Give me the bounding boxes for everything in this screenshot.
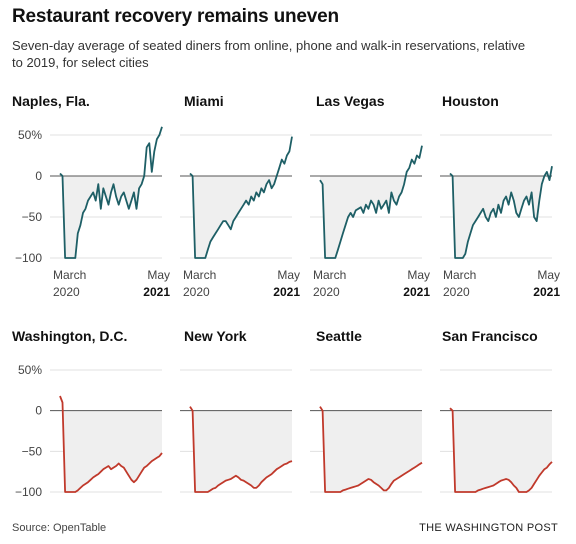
deficit-area xyxy=(320,176,422,258)
y-tick-label: −100 xyxy=(15,485,42,499)
panel-title: Washington, D.C. xyxy=(12,328,127,344)
panel-title: Houston xyxy=(442,93,499,109)
series-line xyxy=(189,406,293,493)
source-note: Source: OpenTable xyxy=(12,522,107,534)
chart-title: Restaurant recovery remains uneven xyxy=(12,6,339,27)
x-tick-month: May xyxy=(147,268,170,282)
deficit-area xyxy=(60,410,162,492)
series-line xyxy=(59,395,163,493)
panel-title: Seattle xyxy=(316,328,362,344)
panel-title: San Francisco xyxy=(442,328,538,344)
deficit-area xyxy=(190,176,292,258)
chart-subtitle: Seven-day average of seated diners from … xyxy=(12,38,526,70)
x-tick-year: 2020 xyxy=(443,285,470,299)
x-tick-year: 2021 xyxy=(403,285,430,299)
y-tick-label: 50% xyxy=(18,363,42,377)
y-tick-label: −50 xyxy=(22,210,43,224)
x-tick-year: 2020 xyxy=(313,285,340,299)
y-tick-label: −50 xyxy=(22,444,43,458)
series-line xyxy=(449,166,553,259)
series-line xyxy=(449,407,553,493)
x-tick-month: May xyxy=(277,268,300,282)
deficit-area xyxy=(450,410,552,492)
x-tick-month: May xyxy=(537,268,560,282)
y-tick-label: 0 xyxy=(35,404,42,418)
panel-title: New York xyxy=(184,328,247,344)
x-tick-month: March xyxy=(443,268,476,282)
series-line xyxy=(319,406,423,493)
x-tick-month: March xyxy=(183,268,216,282)
panel-title: Miami xyxy=(184,93,224,109)
x-tick-year: 2021 xyxy=(143,285,170,299)
x-tick-month: March xyxy=(313,268,346,282)
x-tick-year: 2021 xyxy=(533,285,560,299)
x-tick-month: May xyxy=(407,268,430,282)
panel-title: Las Vegas xyxy=(316,93,385,109)
series-line xyxy=(319,145,423,259)
publisher-credit: THE WASHINGTON POST xyxy=(419,522,558,534)
x-tick-year: 2020 xyxy=(53,285,80,299)
series-line xyxy=(189,136,293,259)
series-line xyxy=(59,126,163,259)
x-tick-year: 2021 xyxy=(273,285,300,299)
y-tick-label: 50% xyxy=(18,128,42,142)
panel-title: Naples, Fla. xyxy=(12,93,90,109)
deficit-area xyxy=(320,410,422,492)
y-tick-label: 0 xyxy=(35,169,42,183)
x-tick-month: March xyxy=(53,268,86,282)
deficit-area xyxy=(60,176,162,258)
y-tick-label: −100 xyxy=(15,251,42,265)
deficit-area xyxy=(190,410,292,492)
x-tick-year: 2020 xyxy=(183,285,210,299)
